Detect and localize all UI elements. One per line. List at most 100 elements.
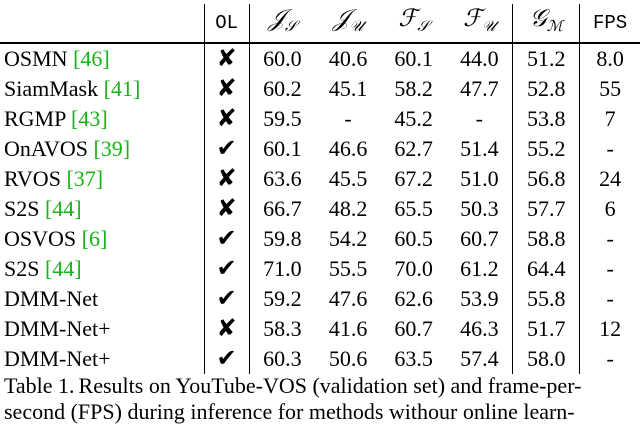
method-name: DMM-Net	[4, 286, 99, 311]
method-cell: DMM-Net+	[0, 314, 204, 344]
header-j-seen-sub: 𝒮	[284, 19, 297, 35]
f-seen-cell: 65.5	[394, 196, 433, 221]
g-mean-cell: 58.8	[512, 224, 580, 254]
f-unseen-cell: 61.2	[460, 256, 499, 281]
method-name: OnAVOS	[4, 136, 94, 161]
fps-cell: -	[579, 254, 640, 284]
header-g-mean: 𝒢ℳ	[512, 4, 580, 43]
g-mean-cell: 57.7	[512, 194, 580, 224]
f-unseen-cell: 51.0	[460, 166, 499, 191]
online-learning-mark: ✔	[203, 224, 250, 254]
j-unseen-cell: -	[344, 106, 352, 131]
header-f-seen-sub: 𝒮	[417, 19, 429, 35]
method-cell: DMM-Net+	[0, 344, 204, 374]
method-name: RGMP	[4, 106, 72, 131]
citation-link[interactable]: [37]	[66, 166, 104, 191]
online-learning-mark: ✘	[203, 104, 250, 134]
method-name: S2S	[4, 196, 45, 221]
j-unseen-cell: 46.6	[328, 136, 368, 161]
j-seen-cell: 71.0	[248, 254, 316, 284]
citation-link[interactable]: [6]	[81, 226, 108, 251]
caption-label: Table 1.	[4, 373, 75, 398]
header-f-unseen: ℱ𝒰	[446, 4, 512, 43]
table-row: RVOS [37] ✘ 63.6 45.5 67.2 51.0 56.8 24	[0, 164, 640, 194]
j-unseen-cell: 41.6	[328, 316, 368, 341]
caption-text: Results on YouTube-VOS (validation set) …	[4, 373, 582, 424]
online-learning-mark: ✘	[203, 194, 250, 224]
citation-link[interactable]: [44]	[44, 256, 82, 281]
f-unseen-cell: 47.7	[460, 76, 499, 101]
method-cell: OSVOS [6]	[0, 224, 204, 254]
j-seen-cell: 59.2	[248, 284, 316, 314]
g-mean-cell: 56.8	[512, 164, 580, 194]
header-g-mean-symbol: 𝒢	[529, 6, 547, 32]
header-online-learning: OL	[203, 4, 250, 43]
g-mean-cell: 58.0	[512, 344, 580, 374]
citation-link[interactable]: [41]	[103, 76, 141, 101]
method-name: DMM-Net+	[4, 346, 111, 371]
table-row: S2S [44] ✘ 66.7 48.2 65.5 50.3 57.7 6	[0, 194, 640, 224]
table-row: OSMN [46] ✘ 60.0 40.6 60.1 44.0 51.2 8.0	[0, 43, 640, 74]
j-seen-cell: 60.3	[248, 344, 316, 374]
citation-link[interactable]: [44]	[44, 196, 82, 221]
method-cell: OnAVOS [39]	[0, 134, 204, 164]
fps-cell: 6	[579, 194, 640, 224]
header-f-unseen-symbol: ℱ	[463, 6, 482, 32]
g-mean-cell: 64.4	[512, 254, 580, 284]
j-seen-cell: 59.8	[248, 224, 316, 254]
citation-link[interactable]: [43]	[71, 106, 108, 131]
j-unseen-cell: 48.2	[328, 196, 368, 221]
f-seen-cell: 67.2	[394, 166, 433, 191]
header-g-mean-sub: ℳ	[546, 19, 563, 35]
online-learning-mark: ✔	[203, 284, 250, 314]
results-table: OL 𝒥𝒮 𝒥𝒰 ℱ 𝒮 ℱ𝒰 𝒢ℳ FPS OSMN [46] ✘ 60.0 4…	[0, 4, 640, 374]
header-j-unseen-sub: 𝒰	[349, 19, 364, 35]
fps-cell: -	[579, 344, 640, 374]
j-unseen-cell: 40.6	[328, 46, 368, 71]
fps-cell: 8.0	[579, 43, 640, 74]
online-learning-mark: ✔	[203, 134, 250, 164]
f-unseen-cell: 53.9	[460, 286, 499, 311]
g-mean-cell: 55.8	[512, 284, 580, 314]
table-row: OnAVOS [39] ✔ 60.1 46.6 62.7 51.4 55.2 -	[0, 134, 640, 164]
header-row: OL 𝒥𝒮 𝒥𝒰 ℱ 𝒮 ℱ𝒰 𝒢ℳ FPS	[0, 4, 640, 43]
citation-link[interactable]: [39]	[93, 136, 131, 161]
f-unseen-cell: 50.3	[460, 196, 499, 221]
f-unseen-cell: 51.4	[460, 136, 499, 161]
f-unseen-cell: 44.0	[460, 46, 499, 71]
g-mean-cell: 52.8	[512, 74, 580, 104]
header-f-unseen-sub: 𝒰	[482, 19, 496, 35]
header-j-seen: 𝒥𝒮	[248, 4, 316, 43]
fps-cell: -	[579, 224, 640, 254]
j-seen-cell: 60.0	[248, 43, 316, 74]
table-row: SiamMask [41] ✘ 60.2 45.1 58.2 47.7 52.8…	[0, 74, 640, 104]
fps-cell: 55	[579, 74, 640, 104]
method-name: DMM-Net+	[4, 316, 111, 341]
table-row: DMM-Net+ ✘ 58.3 41.6 60.7 46.3 51.7 12	[0, 314, 640, 344]
citation-link[interactable]: [46]	[73, 46, 110, 71]
f-seen-cell: 62.6	[394, 286, 433, 311]
method-cell: S2S [44]	[0, 254, 204, 284]
j-seen-cell: 58.3	[248, 314, 316, 344]
method-cell: OSMN [46]	[0, 43, 204, 74]
method-cell: S2S [44]	[0, 194, 204, 224]
header-fps: FPS	[579, 4, 640, 43]
j-unseen-cell: 55.5	[328, 256, 368, 281]
f-unseen-cell: 46.3	[460, 316, 499, 341]
method-name: SiamMask	[4, 76, 104, 101]
method-cell: DMM-Net	[0, 284, 204, 314]
online-learning-mark: ✔	[203, 254, 250, 284]
f-unseen-cell: 60.7	[460, 226, 499, 251]
f-seen-cell: 58.2	[394, 76, 433, 101]
j-seen-cell: 63.6	[248, 164, 316, 194]
method-cell: SiamMask [41]	[0, 74, 204, 104]
online-learning-mark: ✘	[203, 43, 250, 74]
table-row: RGMP [43] ✘ 59.5 - 45.2 - 53.8 7	[0, 104, 640, 134]
table-row: DMM-Net+ ✔ 60.3 50.6 63.5 57.4 58.0 -	[0, 344, 640, 374]
f-seen-cell: 62.7	[394, 136, 433, 161]
header-j-unseen: 𝒥𝒰	[315, 4, 381, 43]
j-unseen-cell: 45.5	[328, 166, 368, 191]
j-seen-cell: 60.2	[248, 74, 316, 104]
table-row: S2S [44] ✔ 71.0 55.5 70.0 61.2 64.4 -	[0, 254, 640, 284]
j-unseen-cell: 50.6	[328, 346, 368, 371]
